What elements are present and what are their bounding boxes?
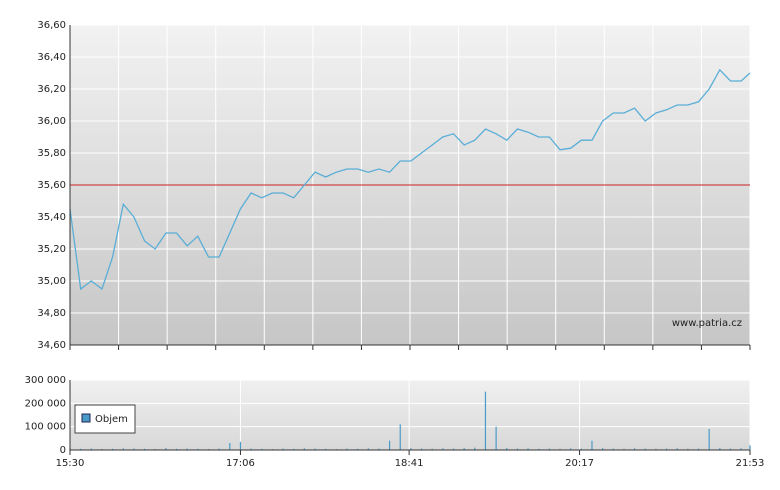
volume-bar	[90, 448, 92, 450]
volume-bar	[452, 448, 455, 450]
volume-bar	[697, 448, 700, 450]
y-tick-label: 300 000	[25, 375, 66, 386]
x-tick-label: 17:06	[226, 458, 255, 469]
volume-bar	[239, 441, 242, 450]
y-tick-label: 35,40	[37, 212, 66, 223]
y-tick-label: 35,60	[37, 180, 66, 191]
volume-bar	[229, 443, 231, 450]
volume-bar	[602, 448, 604, 450]
volume-bar	[612, 448, 614, 450]
volume-bar	[729, 448, 732, 450]
y-tick-label: 36,40	[37, 52, 66, 63]
volume-bar	[538, 448, 540, 450]
y-tick-label: 35,80	[37, 148, 66, 159]
volume-bar	[293, 448, 295, 450]
volume-bar	[644, 448, 646, 450]
volume-bar	[708, 429, 710, 450]
volume-bar	[655, 448, 657, 450]
volume-bar	[420, 448, 423, 450]
y-tick-label: 34,60	[37, 340, 66, 351]
volume-bar	[250, 448, 252, 450]
volume-bar	[399, 424, 401, 450]
volume-bar	[388, 440, 391, 450]
volume-bar	[570, 448, 572, 450]
volume-bar	[261, 448, 263, 450]
volume-bar	[367, 448, 369, 450]
x-tick-label: 20:17	[565, 458, 594, 469]
volume-bar	[719, 448, 721, 450]
volume-bar	[463, 448, 465, 450]
y-tick-label: 36,60	[37, 20, 66, 31]
volume-bar	[218, 448, 220, 450]
volume-bar	[633, 448, 636, 450]
volume-bar	[346, 448, 348, 450]
legend-swatch	[81, 413, 91, 423]
x-tick-label: 21:53	[736, 458, 765, 469]
volume-bar	[112, 448, 114, 450]
volume-bar	[143, 448, 146, 450]
volume-bar	[623, 448, 625, 450]
price-line	[69, 68, 751, 291]
volume-bar	[495, 426, 497, 450]
volume-bar	[749, 445, 751, 450]
y-tick-label: 0	[60, 445, 66, 456]
volume-bar	[186, 448, 188, 450]
volume-bar	[687, 448, 689, 450]
volume-bar	[282, 448, 284, 450]
volume-bar	[133, 448, 135, 450]
y-tick-label: 200 000	[25, 398, 66, 409]
y-tick-label: 35,20	[37, 244, 66, 255]
volume-bar	[303, 448, 305, 450]
volume-bar	[559, 448, 561, 450]
volume-bar	[676, 448, 678, 450]
x-tick-label: 15:30	[56, 458, 85, 469]
volume-bar	[165, 448, 167, 450]
volume-bar	[740, 448, 742, 450]
volume-bar	[484, 391, 487, 450]
y-tick-label: 36,20	[37, 84, 66, 95]
volume-bar	[357, 448, 359, 450]
volume-bar	[548, 448, 550, 450]
volume-bar	[325, 448, 327, 450]
volume-bar	[516, 448, 519, 450]
volume-bar	[442, 448, 444, 450]
volume-bar	[410, 448, 412, 450]
volume-bar	[378, 448, 380, 450]
y-tick-label: 36,00	[37, 116, 66, 127]
volume-bar	[506, 448, 508, 450]
y-tick-label: 34,80	[37, 308, 66, 319]
y-tick-label: 100 000	[25, 422, 66, 433]
volume-bar	[197, 448, 199, 450]
x-tick-label: 18:41	[395, 458, 424, 469]
volume-bar	[591, 440, 593, 450]
volume-bar	[314, 448, 316, 450]
volume-bar	[580, 448, 582, 450]
volume-bar	[527, 448, 529, 450]
volume-bar	[474, 447, 476, 450]
volume-plot-area	[70, 380, 750, 450]
watermark: www.patria.cz	[672, 318, 742, 329]
y-tick-label: 35,00	[37, 276, 66, 287]
volume-bar	[665, 448, 668, 450]
volume-bar	[80, 448, 82, 450]
volume-bar	[175, 448, 178, 450]
legend-label: Objem	[95, 414, 128, 425]
volume-bar	[431, 448, 433, 450]
volume-bar	[122, 448, 124, 450]
